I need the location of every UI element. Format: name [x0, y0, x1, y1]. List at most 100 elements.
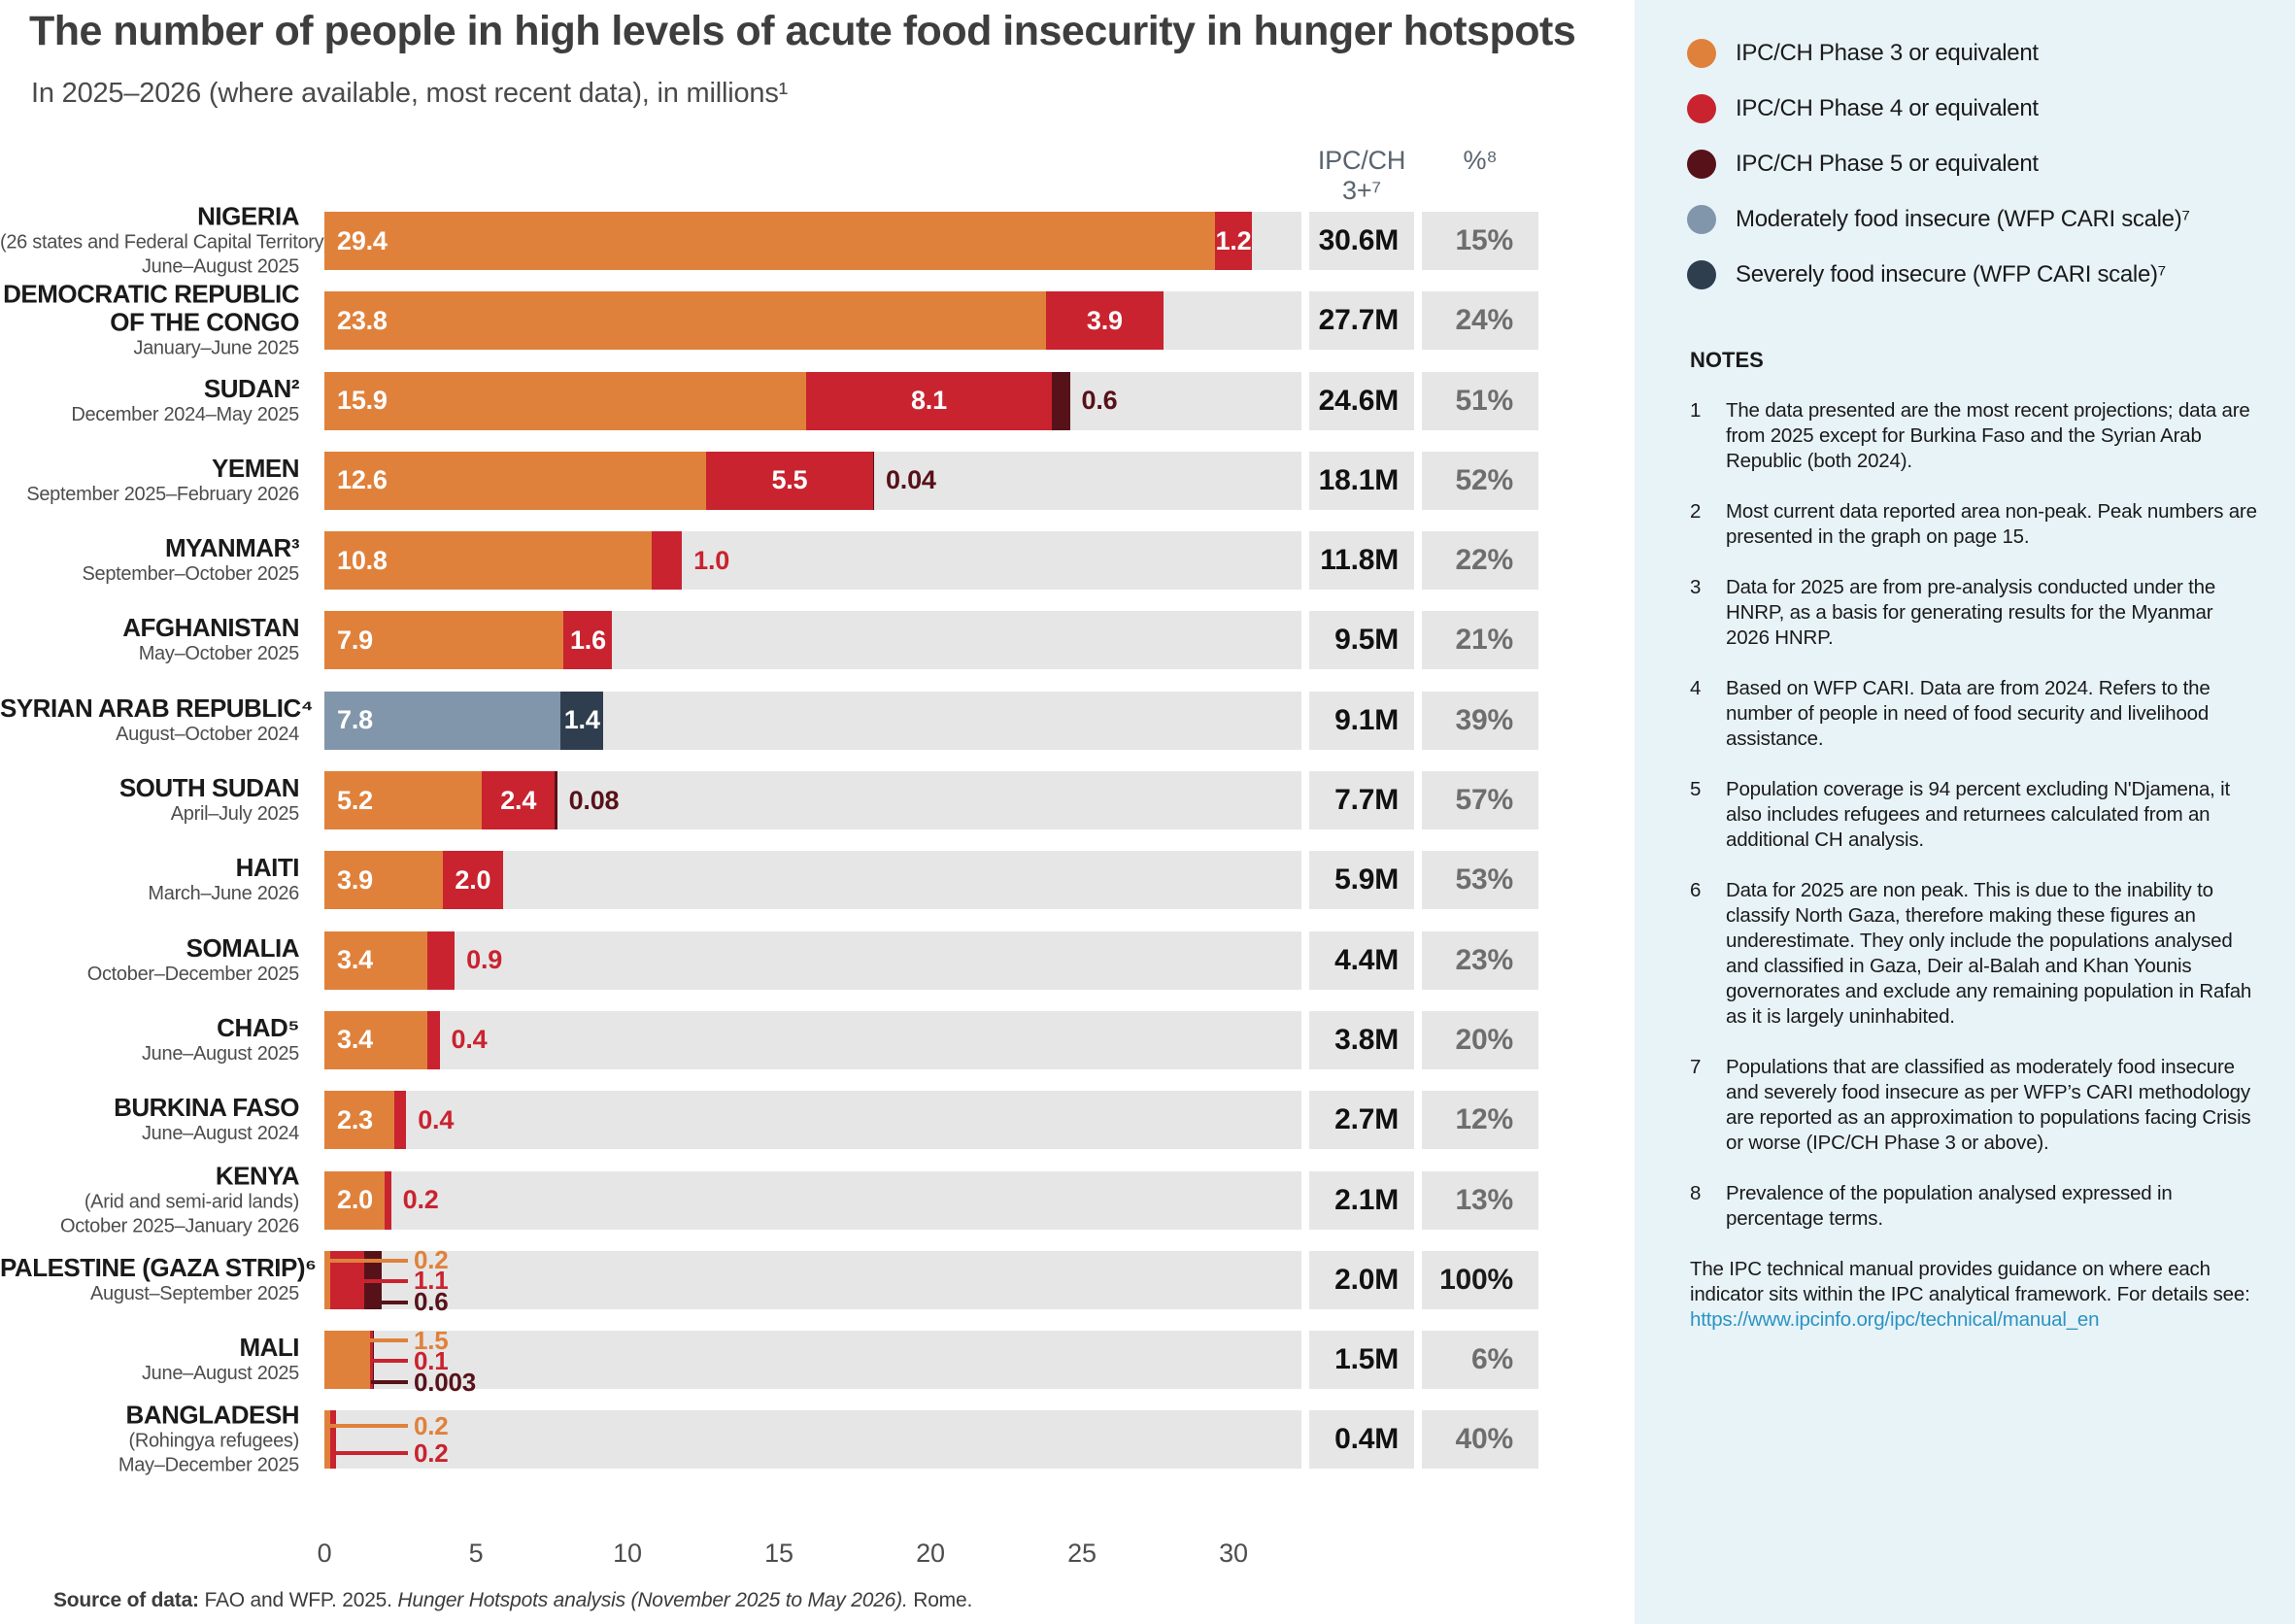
country-period: October–December 2025 — [86, 963, 300, 985]
chart-row: SUDAN² December 2024–May 2025 15.9 8.1 0.6 24… — [0, 371, 1544, 430]
country-period: June–August 2025 — [141, 1042, 299, 1065]
note-item: 6 Data for 2025 are non peak. This is due… — [1690, 878, 2259, 1030]
bar-segment-phase4: 1.6 — [563, 611, 613, 670]
x-axis-tick: 10 — [613, 1539, 642, 1568]
country-name: NIGERIA — [197, 201, 299, 231]
legend-dot-phase4 — [1687, 94, 1716, 123]
legend-dot-moderate — [1687, 205, 1716, 234]
bar-track: 29.4 1.2 — [324, 212, 1301, 270]
total-value: 0.4M — [1309, 1410, 1414, 1470]
note-number: 5 — [1690, 778, 1702, 800]
bar-value-label: 7.8 — [337, 705, 373, 735]
legend-item: IPC/CH Phase 4 or equivalent — [1687, 94, 2190, 123]
country-name: DEMOCRATIC REPUBLIC — [3, 279, 299, 309]
note-text: Most current data reported area non-peak… — [1726, 500, 2257, 548]
bar-track: 3.4 0.4 — [324, 1010, 1301, 1069]
bar-segment-phase3: 29.4 — [324, 212, 1216, 270]
legend-item: IPC/CH Phase 5 or equivalent — [1687, 150, 2190, 179]
callout-value-label: 0.2 — [414, 1245, 449, 1275]
bar-segment-phase3: 5.2 — [324, 771, 483, 830]
percent-value: 24% — [1422, 291, 1538, 351]
row-label: PALESTINE (GAZA STRIP)⁶ August–September … — [0, 1253, 317, 1306]
note-number: 1 — [1690, 399, 1702, 422]
bar-value-label-outside: 0.4 — [451, 1025, 488, 1055]
chart-row: AFGHANISTAN May–October 2025 7.9 1.6 9.5M 21% — [0, 611, 1544, 670]
total-value: 2.1M — [1309, 1170, 1414, 1230]
legend-dot-phase5 — [1687, 150, 1716, 179]
note-number: 7 — [1690, 1056, 1702, 1078]
bar-segment-phase4 — [393, 1091, 407, 1150]
bar-segment-phase3: 12.6 — [324, 451, 707, 510]
callout-value-label: 0.2 — [414, 1410, 449, 1440]
legend: IPC/CH Phase 3 or equivalent IPC/CH Phase… — [1687, 39, 2190, 289]
chart-row: DEMOCRATIC REPUBLIC OF THE CONGO January–J… — [0, 280, 1544, 359]
chart-row: YEMEN September 2025–February 2026 12.6 5.5… — [0, 451, 1544, 510]
callout-line-phase3 — [328, 1258, 408, 1263]
percent-value: 6% — [1422, 1331, 1538, 1390]
chart-row: MYANMAR³ September–October 2025 10.8 1.0 11.… — [0, 531, 1544, 591]
callout-value-label: 0.2 — [414, 1438, 449, 1468]
country-name: HAITI — [235, 853, 300, 883]
bar-segment-phase3 — [324, 1331, 370, 1390]
percent-value: 13% — [1422, 1170, 1538, 1230]
bar-segment-phase4: 3.9 — [1045, 291, 1164, 351]
country-name: YEMEN — [212, 453, 299, 483]
ipc-manual-link[interactable]: https://www.ipcinfo.org/ipc/technical/ma… — [1690, 1308, 2100, 1331]
row-label: SUDAN² December 2024–May 2025 — [0, 374, 299, 427]
bar-track: 1.5 0.1 0.003 — [324, 1326, 1301, 1397]
chart-row: NIGERIA (26 states and Federal Capital Te… — [0, 202, 1544, 278]
total-value: 5.9M — [1309, 851, 1414, 910]
percent-value: 51% — [1422, 371, 1538, 430]
bar-value-label: 2.4 — [500, 785, 537, 815]
bar-value-label: 12.6 — [337, 465, 388, 495]
right-panel: IPC/CH Phase 3 or equivalent IPC/CH Phase… — [1635, 0, 2295, 1624]
percent-value: 40% — [1422, 1410, 1538, 1470]
notes-footer: The IPC technical manual provides guidan… — [1690, 1258, 2250, 1305]
bar-value-label-outside: 0.04 — [885, 465, 936, 495]
note-text: Data for 2025 are from pre-analysis cond… — [1726, 576, 2216, 649]
callout-value-label: 0.1 — [414, 1345, 449, 1375]
note-item: 3 Data for 2025 are from pre-analysis con… — [1690, 575, 2259, 651]
chart-row: BANGLADESH (Rohingya refugees) May–Decembe… — [0, 1401, 1544, 1476]
row-label: NIGERIA (26 states and Federal Capital Te… — [0, 201, 330, 280]
row-label: SYRIAN ARAB REPUBLIC⁴ August–October 2024 — [0, 693, 314, 747]
x-axis-tick: 20 — [916, 1539, 945, 1568]
bar-value-label: 5.2 — [337, 785, 373, 815]
row-label: AFGHANISTAN May–October 2025 — [0, 614, 299, 666]
country-period: October 2025–January 2026 — [59, 1215, 299, 1237]
chart-row: SOMALIA October–December 2025 3.4 0.9 4.4M 23… — [0, 930, 1544, 990]
percent-value: 39% — [1422, 691, 1538, 750]
x-axis-tick: 25 — [1067, 1539, 1097, 1568]
bar-segment-phase4 — [651, 531, 683, 591]
bar-segment-phase3 — [324, 1250, 331, 1309]
country-name: SYRIAN ARAB REPUBLIC⁴ — [0, 693, 314, 723]
bar-segment-severe: 1.4 — [560, 691, 604, 750]
bar-segment-phase3: 3.4 — [324, 1010, 428, 1069]
chart-row: HAITI March–June 2026 3.9 2.0 5.9M 53% — [0, 851, 1544, 910]
bar-value-label: 3.9 — [337, 864, 373, 895]
total-value: 1.5M — [1309, 1331, 1414, 1390]
total-value: 7.7M — [1309, 771, 1414, 830]
notes-section: NOTES 1 The data presented are the most r… — [1690, 348, 2259, 1333]
note-item: 1 The data presented are the most recent … — [1690, 398, 2259, 474]
callout-line-phase4 — [370, 1359, 408, 1364]
note-text: Based on WFP CARI. Data are from 2024. R… — [1726, 677, 2211, 750]
legend-label: IPC/CH Phase 3 or equivalent — [1736, 40, 2039, 66]
total-value: 24.6M — [1309, 371, 1414, 430]
bar-value-label-outside: 0.08 — [568, 785, 620, 815]
bar-track: 2.3 0.4 — [324, 1091, 1301, 1150]
legend-label: IPC/CH Phase 5 or equivalent — [1736, 151, 2039, 177]
x-axis-tick: 0 — [317, 1539, 332, 1568]
country-name: MALI — [239, 1333, 299, 1363]
callout-value-label: 1.1 — [414, 1266, 449, 1296]
notes-list: 1 The data presented are the most recent … — [1690, 398, 2259, 1232]
bar-segment-phase4 — [427, 1010, 440, 1069]
note-number: 8 — [1690, 1182, 1702, 1204]
source-prefix: Source of data: — [53, 1589, 205, 1611]
percent-value: 52% — [1422, 451, 1538, 510]
bar-value-label: 3.9 — [1086, 305, 1123, 335]
row-label: YEMEN September 2025–February 2026 — [0, 453, 299, 507]
chart-row: PALESTINE (GAZA STRIP)⁶ August–September … — [0, 1245, 1544, 1316]
bar-value-label-outside: 0.9 — [466, 945, 503, 975]
country-name: BANGLADESH — [125, 1400, 300, 1430]
